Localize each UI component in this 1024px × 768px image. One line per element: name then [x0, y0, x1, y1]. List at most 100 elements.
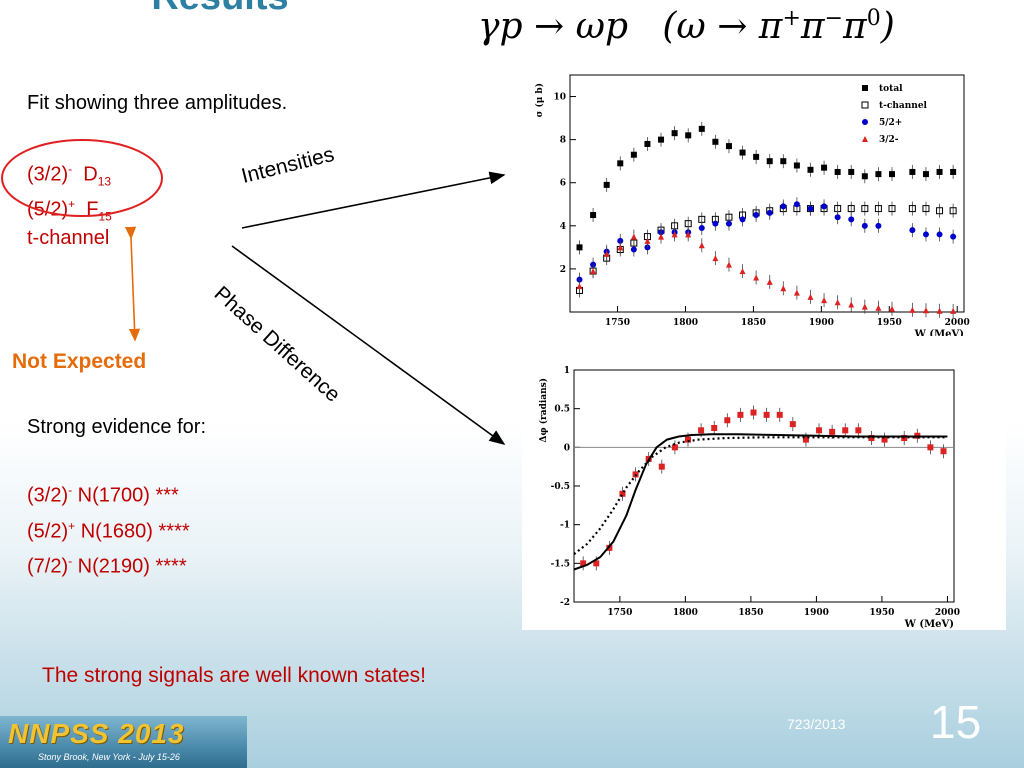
formula-sup1: + [782, 6, 801, 31]
amplitude-item: (3/2)- D13 [27, 158, 112, 193]
data-point [750, 409, 757, 416]
y-tick-label: 2 [560, 265, 566, 275]
y-tick-label: 1 [564, 366, 570, 376]
slide-date: 723/2013 [787, 716, 846, 732]
data-point [789, 421, 796, 428]
evidence-heading: Strong evidence for: [27, 416, 206, 438]
y-axis-label: Δφ (radians) [538, 378, 549, 443]
x-tick-label: 1750 [605, 318, 630, 328]
data-point [617, 160, 624, 167]
not-expected-arrow [124, 226, 141, 342]
evidence-sup: - [68, 483, 73, 497]
data-point [868, 435, 875, 442]
slide-title: Results [95, 0, 345, 20]
formula-lhs: γp → ωp [478, 6, 629, 47]
highlight-ellipse [1, 139, 163, 217]
data-point [922, 231, 929, 238]
data-point [816, 427, 823, 434]
data-point [821, 164, 828, 171]
x-tick-label: 1850 [738, 608, 763, 618]
data-point [671, 231, 678, 238]
data-point [950, 168, 957, 175]
data-point [888, 205, 896, 213]
data-point [909, 227, 916, 234]
y-tick-label: -2 [560, 598, 570, 608]
data-point [753, 212, 760, 219]
data-point [861, 205, 869, 213]
data-point [603, 181, 610, 188]
data-point [658, 233, 665, 240]
data-point [658, 463, 665, 470]
data-point [834, 168, 841, 175]
data-point [848, 301, 855, 308]
x-tick-label: 1750 [607, 608, 632, 618]
not-expected-label: Not Expected [12, 350, 147, 373]
x-tick-label: 1900 [809, 318, 834, 328]
evidence-text: N(1700) *** [72, 484, 179, 507]
fit-curve [573, 433, 948, 571]
data-point [619, 490, 626, 497]
data-point [753, 274, 760, 281]
amplitude-item: t-channel [27, 227, 112, 249]
data-point [950, 233, 957, 240]
amplitude-sub: 15 [98, 209, 112, 224]
data-point [737, 411, 744, 418]
data-point [848, 216, 855, 223]
conclusion-text: The strong signals are well known states… [42, 664, 427, 687]
y-tick-label: 0 [564, 443, 570, 453]
amplitude-wave: D [83, 163, 98, 186]
evidence-item: (7/2)- N(2190) **** [27, 546, 190, 582]
data-point [848, 168, 855, 175]
x-tick-label: 1800 [673, 318, 698, 328]
amplitude-state: t-channel [27, 227, 110, 250]
data-point [593, 560, 600, 567]
data-point [590, 268, 597, 275]
intensities-chart-panel: 1750 1800 1850 1900 1950 2000 2 4 6 8 10 W (MeV) σ (… [522, 50, 1006, 340]
data-point [862, 119, 868, 125]
data-point [739, 216, 746, 223]
data-point [580, 560, 587, 567]
evidence-sup: + [68, 518, 76, 533]
data-point [950, 307, 957, 314]
data-point [875, 171, 882, 178]
phase-chart-panel: 1750 1800 1850 1900 1950 2000 -2 -1.5 -1 -0.5 0 0.5… [522, 344, 1006, 630]
data-point [834, 299, 841, 306]
evidence-state: (5/2) [27, 520, 69, 543]
x-tick-label: 1900 [804, 608, 829, 618]
data-point [861, 303, 868, 310]
data-point [936, 168, 943, 175]
y-tick-label: 6 [560, 179, 566, 189]
data-point [936, 307, 943, 314]
y-tick-label: -1.5 [551, 559, 570, 569]
y-tick-label: 0.5 [554, 405, 570, 415]
formula-sup2: − [824, 6, 844, 31]
data-point [908, 205, 916, 213]
data-point [922, 171, 929, 178]
evidence-item: (5/2)+ N(1680) **** [27, 511, 190, 547]
y-tick-label: 8 [560, 136, 566, 146]
data-point [834, 214, 841, 221]
data-point [766, 158, 773, 165]
evidence-text: N(1680) **** [75, 520, 190, 543]
data-point [861, 101, 869, 109]
formula-decay-close: ) [880, 6, 895, 47]
data-point [712, 255, 719, 262]
legend-entry: 5/2+ [879, 118, 902, 128]
slide-number: 15 [930, 696, 982, 748]
data-point [698, 224, 705, 231]
evidence-state: (7/2) [27, 555, 69, 578]
data-point [807, 205, 814, 212]
data-point [780, 285, 787, 292]
legend-entry: t-channel [879, 101, 928, 111]
data-point [861, 173, 868, 180]
plot-frame [573, 369, 955, 603]
x-tick-label: 1850 [741, 318, 766, 328]
data-point [725, 261, 732, 268]
logo-text: NNPSS 2013 [8, 718, 185, 749]
data-point [644, 237, 651, 244]
data-point [821, 203, 828, 210]
data-point [922, 307, 929, 314]
data-point [630, 246, 637, 253]
data-point [874, 205, 882, 213]
y-tick-label: -1 [560, 521, 570, 531]
